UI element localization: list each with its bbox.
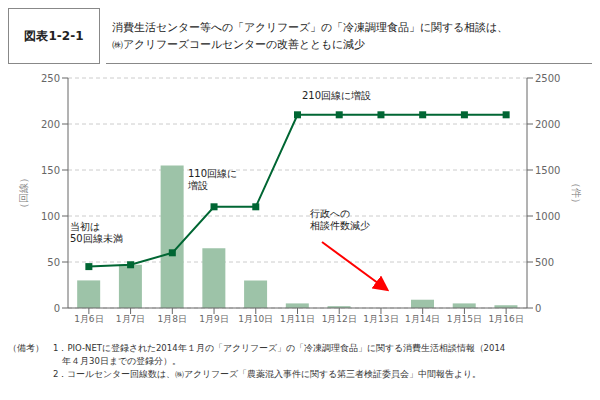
svg-text:1月6日: 1月6日 [74, 314, 103, 324]
svg-text:1月12日: 1月12日 [322, 314, 357, 324]
svg-text:500: 500 [535, 257, 554, 268]
svg-text:1月8日: 1月8日 [158, 314, 187, 324]
svg-text:1月14日: 1月14日 [405, 314, 440, 324]
svg-text:50: 50 [47, 257, 60, 268]
html-text:110回線に 増設: 110回線に 増設 [188, 168, 238, 191]
svg-text:1月13日: 1月13日 [363, 314, 398, 324]
svg-text:0: 0 [54, 303, 60, 314]
svg-text:（回線）: （回線） [18, 173, 29, 213]
html-text:消費生活センター等への「アクリフーズ」の「冷凍調理食品」に関: 消費生活センター等への「アクリフーズ」の「冷凍調理食品」に関する相談は、 ㈱アク… [112, 20, 508, 51]
svg-text:1月15日: 1月15日 [447, 314, 482, 324]
svg-text:1月11日: 1月11日 [280, 314, 315, 324]
svg-text:（件）: （件） [571, 178, 582, 208]
svg-text:1月16日: 1月16日 [489, 314, 524, 324]
svg-text:200: 200 [41, 119, 60, 130]
html-text:行政への 相談件数減少: 行政への 相談件数減少 [310, 208, 370, 231]
html-text:当初は 50回線未満: 当初は 50回線未満 [70, 221, 123, 244]
svg-text:0: 0 [535, 303, 541, 314]
svg-text:2000: 2000 [535, 119, 560, 130]
svg-text:2500: 2500 [535, 73, 560, 84]
svg-text:1月7日: 1月7日 [116, 314, 145, 324]
html-text:210回線に増設: 210回線に増設 [302, 90, 372, 101]
html-text:図表1-2-1: 図表1-2-1 [24, 28, 84, 43]
svg-text:100: 100 [41, 211, 60, 222]
svg-text:150: 150 [41, 165, 60, 176]
html-text:（備考） 1．PIO-NETに登録された2014年１月の「ア: （備考） 1．PIO-NETに登録された2014年１月の「アクリフーズ」の「冷凍… [8, 343, 506, 353]
svg-text:1500: 1500 [535, 165, 560, 176]
html-text:年４月30日までの登録分）。: 年４月30日までの登録分）。 [8, 356, 181, 366]
svg-text:250: 250 [41, 73, 60, 84]
svg-text:1月10日: 1月10日 [238, 314, 273, 324]
svg-text:1000: 1000 [535, 211, 560, 222]
svg-text:1月9日: 1月9日 [199, 314, 228, 324]
html-text:2．コールセンター回線数は、㈱アクリフーズ「農薬混入事件に関: 2．コールセンター回線数は、㈱アクリフーズ「農薬混入事件に関する第三者検証委員会… [8, 369, 482, 379]
